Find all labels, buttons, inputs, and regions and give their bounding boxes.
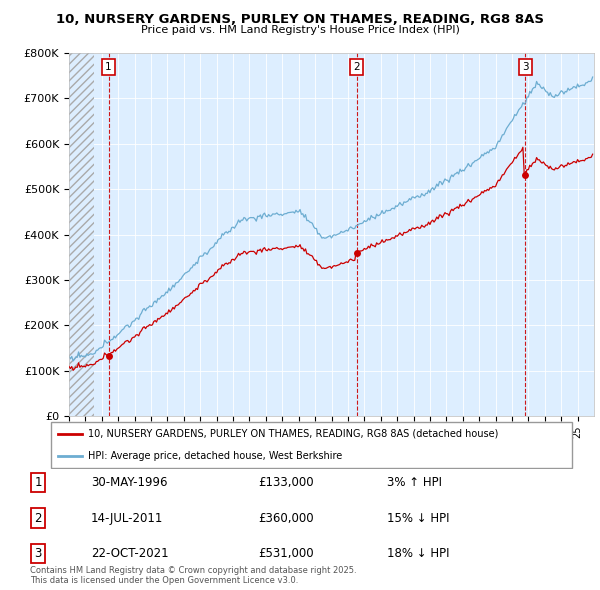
Text: £531,000: £531,000 xyxy=(259,547,314,560)
Text: 1: 1 xyxy=(105,62,112,72)
Text: 1: 1 xyxy=(34,476,42,489)
Text: 22-OCT-2021: 22-OCT-2021 xyxy=(91,547,169,560)
Text: 3: 3 xyxy=(522,62,529,72)
Text: Price paid vs. HM Land Registry's House Price Index (HPI): Price paid vs. HM Land Registry's House … xyxy=(140,25,460,35)
Text: £133,000: £133,000 xyxy=(259,476,314,489)
Text: 2: 2 xyxy=(353,62,360,72)
Text: 10, NURSERY GARDENS, PURLEY ON THAMES, READING, RG8 8AS (detached house): 10, NURSERY GARDENS, PURLEY ON THAMES, R… xyxy=(88,429,498,439)
Bar xyxy=(69,53,94,416)
Text: £360,000: £360,000 xyxy=(259,512,314,525)
FancyBboxPatch shape xyxy=(50,422,572,468)
Text: 2: 2 xyxy=(34,512,42,525)
Text: 3% ↑ HPI: 3% ↑ HPI xyxy=(387,476,442,489)
Text: 15% ↓ HPI: 15% ↓ HPI xyxy=(387,512,449,525)
Text: 10, NURSERY GARDENS, PURLEY ON THAMES, READING, RG8 8AS: 10, NURSERY GARDENS, PURLEY ON THAMES, R… xyxy=(56,13,544,26)
Text: HPI: Average price, detached house, West Berkshire: HPI: Average price, detached house, West… xyxy=(88,451,342,461)
Text: 30-MAY-1996: 30-MAY-1996 xyxy=(91,476,167,489)
Text: Contains HM Land Registry data © Crown copyright and database right 2025.
This d: Contains HM Land Registry data © Crown c… xyxy=(30,566,356,585)
Text: 18% ↓ HPI: 18% ↓ HPI xyxy=(387,547,449,560)
Text: 14-JUL-2011: 14-JUL-2011 xyxy=(91,512,163,525)
Text: 3: 3 xyxy=(34,547,41,560)
